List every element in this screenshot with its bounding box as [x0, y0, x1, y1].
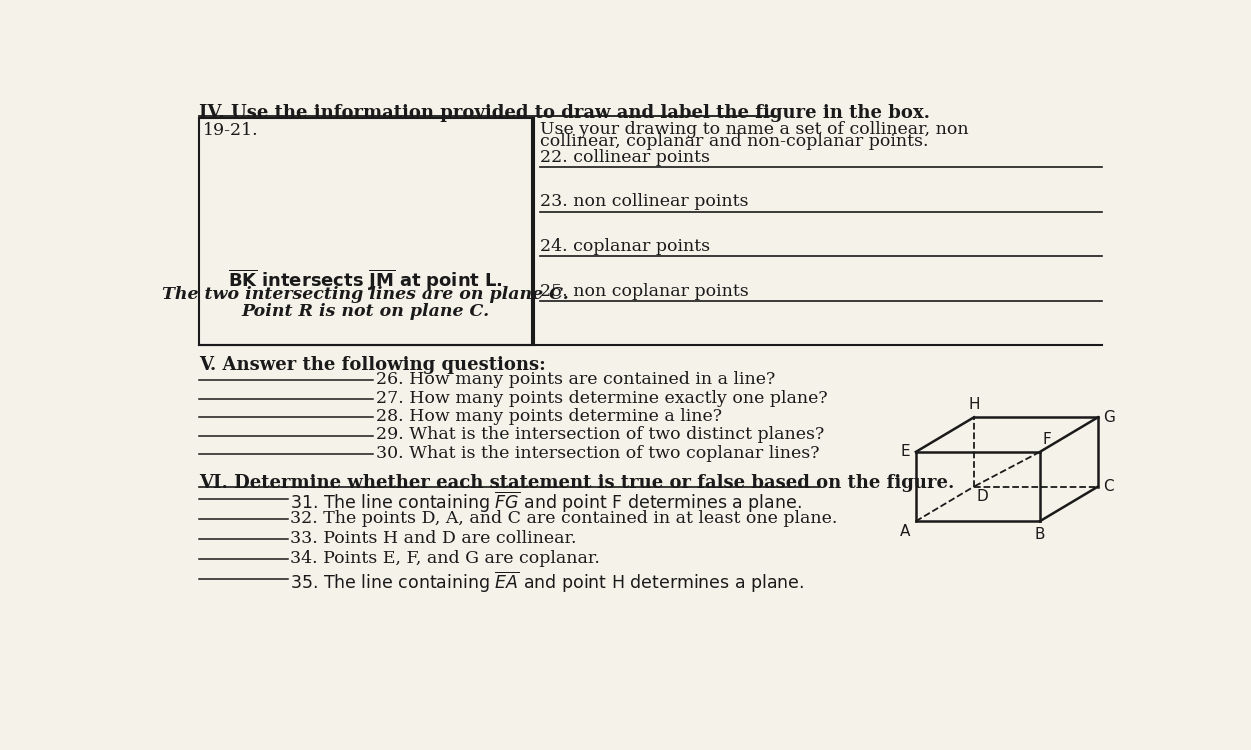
Text: 31. The line containing $\overline{FG}$ and point F determines a plane.: 31. The line containing $\overline{FG}$ … [290, 490, 802, 515]
Text: collinear, coplanar and non-coplanar points.: collinear, coplanar and non-coplanar poi… [540, 133, 928, 150]
Text: V. Answer the following questions:: V. Answer the following questions: [199, 356, 545, 374]
Text: 32. The points D, A, and C are contained in at least one plane.: 32. The points D, A, and C are contained… [290, 510, 838, 526]
Text: A: A [899, 524, 911, 538]
Text: 29. What is the intersection of two distinct planes?: 29. What is the intersection of two dist… [375, 427, 824, 443]
Text: H: H [968, 397, 980, 412]
Text: 25. non coplanar points: 25. non coplanar points [540, 283, 749, 299]
Text: The two intersecting lines are on plane C.: The two intersecting lines are on plane … [163, 286, 569, 303]
Text: 24. coplanar points: 24. coplanar points [540, 238, 711, 255]
Text: 35. The line containing $\overline{EA}$ and point H determines a plane.: 35. The line containing $\overline{EA}$ … [290, 570, 804, 595]
Text: 33. Points H and D are collinear.: 33. Points H and D are collinear. [290, 530, 577, 547]
Text: $\mathbf{\overline{BK}}$ $\mathit{\mathbf{intersects}}$ $\mathbf{\overline{JM}}$: $\mathbf{\overline{BK}}$ $\mathit{\mathb… [228, 268, 503, 293]
Text: IV. Use the information provided to draw and label the figure in the box.: IV. Use the information provided to draw… [199, 104, 929, 122]
Text: C: C [1103, 479, 1115, 494]
Text: 30. What is the intersection of two coplanar lines?: 30. What is the intersection of two copl… [375, 445, 819, 462]
Text: VI. Determine whether each statement is true or false based on the figure.: VI. Determine whether each statement is … [199, 474, 955, 492]
Text: 23. non collinear points: 23. non collinear points [540, 194, 748, 210]
Text: D: D [976, 489, 988, 504]
Text: 19-21.: 19-21. [203, 122, 259, 139]
Text: G: G [1103, 410, 1116, 424]
Text: 22. collinear points: 22. collinear points [540, 148, 711, 166]
Text: 28. How many points determine a line?: 28. How many points determine a line? [375, 408, 722, 425]
Text: F: F [1042, 431, 1051, 446]
Text: 34. Points E, F, and G are coplanar.: 34. Points E, F, and G are coplanar. [290, 550, 600, 567]
Text: Point R is not on plane C.: Point R is not on plane C. [241, 303, 489, 320]
Bar [199, 118, 532, 345]
Text: 26. How many points are contained in a line?: 26. How many points are contained in a l… [375, 371, 774, 388]
Text: Use your drawing to name a set of collinear, non: Use your drawing to name a set of collin… [540, 121, 968, 138]
Text: B: B [1035, 526, 1045, 542]
Text: E: E [901, 445, 911, 460]
Text: 27. How many points determine exactly one plane?: 27. How many points determine exactly on… [375, 389, 827, 406]
